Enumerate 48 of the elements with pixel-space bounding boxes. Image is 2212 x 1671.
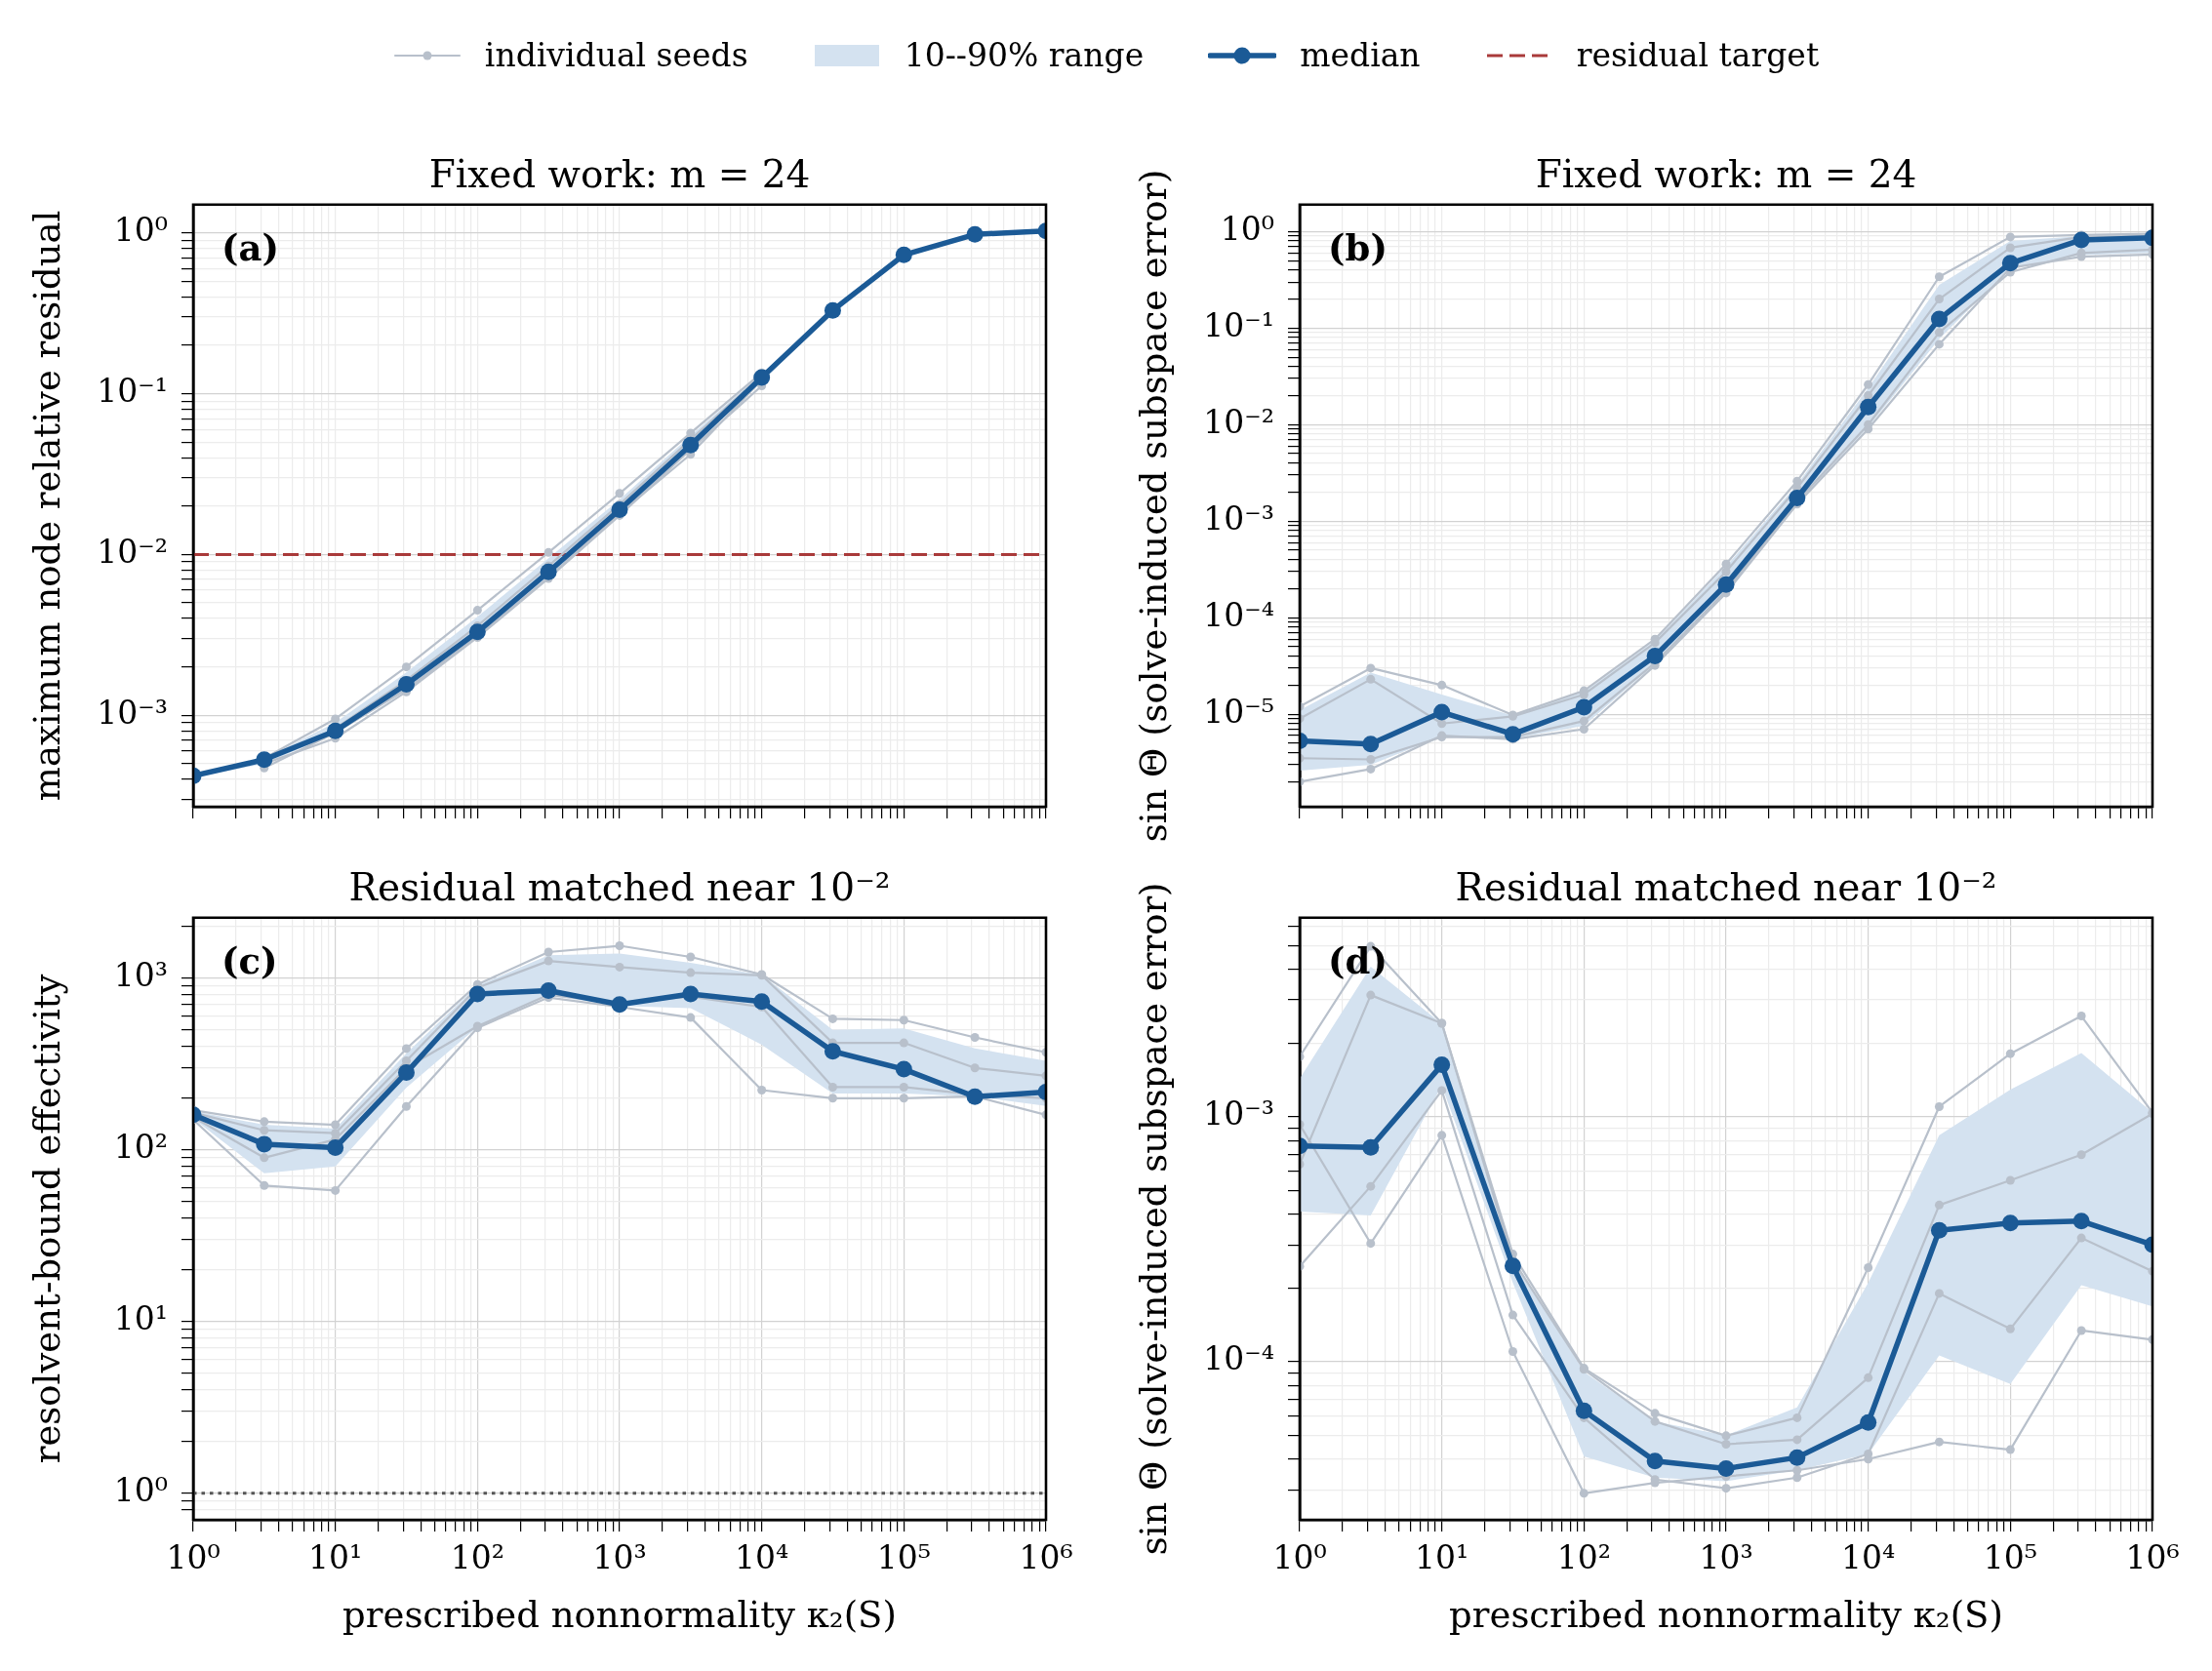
x-tick-label: 10⁴ — [1841, 1538, 1896, 1577]
y-tick-label: 10⁻³ — [1203, 1094, 1274, 1134]
legend-label: residual target — [1576, 36, 1820, 75]
x-tick-label: 10⁰ — [166, 1538, 221, 1577]
annotation: (b) — [1328, 226, 1388, 270]
y-axis-title: maximum node relative residual — [25, 210, 68, 802]
x-tick-label: 10⁵ — [1983, 1538, 2037, 1577]
x-tick-label: 10⁶ — [2125, 1538, 2180, 1577]
y-tick-label: 10⁻² — [1203, 402, 1274, 441]
y-axis-title: resolvent-bound effectivity — [25, 974, 68, 1464]
y-tick-label: 10³ — [113, 956, 168, 995]
y-tick-label: 10⁻¹ — [97, 372, 168, 411]
y-tick-label: 10⁻⁵ — [1203, 692, 1274, 731]
y-tick-label: 10⁻³ — [97, 693, 168, 732]
annotation: (a) — [221, 226, 279, 270]
y-tick-label: 10⁰ — [113, 211, 168, 250]
x-axis-title: prescribed nonnormality κ₂(S) — [342, 1594, 897, 1637]
x-tick-label: 10² — [1556, 1538, 1611, 1577]
y-tick-label: 10⁻¹ — [1203, 305, 1274, 344]
y-tick-label: 10⁰ — [1220, 209, 1274, 248]
x-tick-label: 10³ — [1699, 1538, 1753, 1577]
y-axis-title: sin Θ (solve-induced subspace error) — [1132, 882, 1175, 1556]
x-tick-label: 10⁶ — [1019, 1538, 1073, 1577]
legend-label: individual seeds — [484, 36, 748, 75]
annotation: (d) — [1328, 939, 1388, 983]
chart-title: Fixed work: m = 24 — [428, 151, 811, 196]
x-tick-label: 10⁴ — [735, 1538, 789, 1577]
chart-title: Fixed work: m = 24 — [1535, 151, 1917, 196]
chart-title: Residual matched near 10⁻² — [348, 864, 891, 909]
annotation: (c) — [221, 939, 278, 983]
chart-title: Residual matched near 10⁻² — [1455, 864, 1997, 909]
x-tick-label: 10³ — [592, 1538, 647, 1577]
y-tick-label: 10⁰ — [113, 1471, 168, 1510]
y-tick-label: 10⁻⁴ — [1203, 595, 1274, 634]
y-tick-label: 10⁻³ — [1203, 498, 1274, 537]
y-tick-label: 10² — [113, 1128, 168, 1167]
x-tick-label: 10² — [450, 1538, 504, 1577]
x-tick-label: 10¹ — [1415, 1538, 1469, 1577]
x-axis-title: prescribed nonnormality κ₂(S) — [1449, 1594, 2003, 1637]
x-tick-label: 10⁵ — [876, 1538, 931, 1577]
y-tick-label: 10⁻² — [97, 533, 168, 572]
y-tick-label: 10¹ — [113, 1299, 168, 1338]
legend-label: median — [1300, 36, 1421, 75]
x-tick-label: 10¹ — [308, 1538, 363, 1577]
legend-label: 10--90% range — [904, 36, 1145, 75]
x-tick-label: 10⁰ — [1272, 1538, 1327, 1577]
y-tick-label: 10⁻⁴ — [1203, 1339, 1274, 1378]
y-axis-title: sin Θ (solve-induced subspace error) — [1132, 169, 1175, 843]
